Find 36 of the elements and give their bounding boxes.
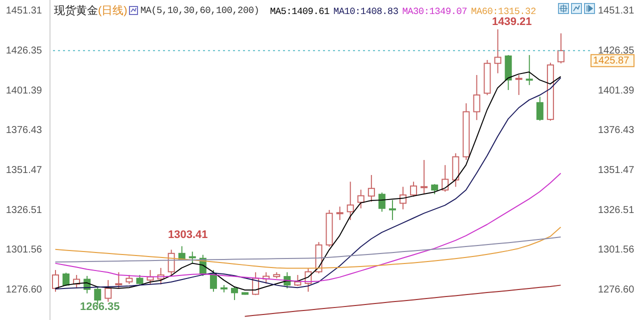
candlestick <box>526 54 533 86</box>
line-series <box>244 284 562 317</box>
y-tick-label: 1426.35 <box>6 45 42 56</box>
candlestick <box>388 200 396 221</box>
chart-title: 现货黄金 <box>54 4 98 18</box>
y-tick-label: 1326.51 <box>6 204 42 216</box>
y2-tick-label: 1401.39 <box>598 85 635 96</box>
y-tick-label: 1301.56 <box>6 244 42 256</box>
y-tick-label: 1351.47 <box>6 164 42 176</box>
text: MA10:1408.83 <box>333 6 398 17</box>
y2-tick-label: 1276.60 <box>598 284 635 296</box>
y2-tick-label: 1301.56 <box>598 244 635 256</box>
y2-tick-label: 1351.47 <box>598 164 635 176</box>
text: MA30:1349.07 <box>402 6 468 17</box>
y2-tick-label: 1426.35 <box>598 45 635 56</box>
y-tick-label: 1451.31 <box>6 6 42 17</box>
candlestick <box>400 186 407 210</box>
y-tick-label: 1401.39 <box>6 85 42 96</box>
y2-tick-label: 1326.51 <box>598 204 635 216</box>
ref-line-label: 1425.87 <box>593 56 630 67</box>
y-tick-label: 1276.60 <box>6 284 42 296</box>
y-tick-label: 1376.43 <box>6 125 42 136</box>
annotation: 1303.41 <box>168 229 208 241</box>
candlestick <box>515 74 522 96</box>
y2-tick-label: 1376.43 <box>598 125 635 136</box>
chart-subtitle: (日线) <box>98 4 128 18</box>
candlestick <box>494 28 502 74</box>
candlestick <box>420 159 428 194</box>
candlestick <box>473 74 480 121</box>
annotation: 1439.21 <box>492 16 532 28</box>
candlestick <box>336 206 344 221</box>
text: MA5:1409.61 <box>270 6 330 17</box>
annotation: 1266.35 <box>80 301 120 313</box>
text: MA60:1315.32 <box>471 6 536 17</box>
annotation: MA(5,10,30,60,100,200) <box>140 5 260 16</box>
y2-tick-label: 1451.31 <box>598 6 635 17</box>
